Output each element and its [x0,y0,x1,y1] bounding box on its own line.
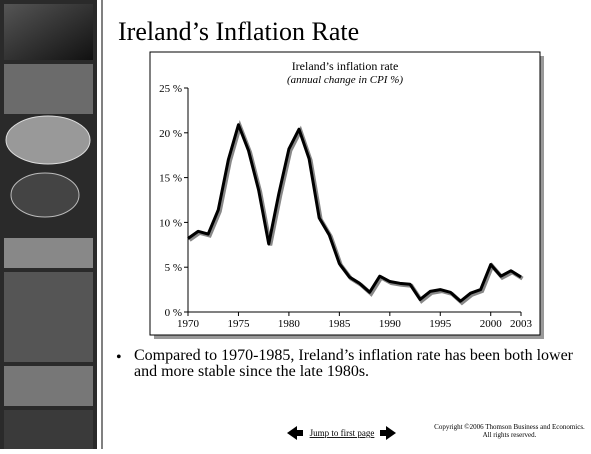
y-tick-label: 10 % [159,217,182,229]
side-image [4,272,93,362]
side-image [4,366,93,406]
x-tick-label: 1990 [379,318,402,330]
next-arrow[interactable] [386,426,396,440]
x-tick-label: 1975 [227,318,250,330]
next-arrow[interactable] [380,430,386,436]
side-image [4,238,93,268]
line [187,123,522,303]
copyright-box: Copyright ©2006 Thomson Business and Eco… [434,423,585,439]
side-image [4,4,93,60]
y-tick-label: 15 % [159,173,182,185]
side-image [5,115,91,165]
copyright: Copyright ©2006 Thomson Business and Eco… [434,423,585,439]
y-tick-label: 5 % [165,262,182,274]
side-image [4,64,93,114]
y-tick-label: 0 % [165,307,182,319]
prev-arrow[interactable] [297,430,303,436]
chart-title: Ireland’s inflation rate [292,59,399,73]
bullet-box: Compared to 1970-1985, Ireland’s inflati… [134,348,573,380]
plot: 0 % 5 % 10 % 15 % 20 % 25 % 1970 1975 1980 1985 19… [159,83,532,330]
prev-arrow[interactable] [287,426,297,440]
y-tick-label: 20 % [159,128,182,140]
side-image [10,172,80,218]
slide-title: Ireland’s Inflation Rate [118,17,359,46]
side-image [4,410,93,449]
chart-frame [149,51,541,336]
x-tick-label: 1985 [328,318,351,330]
bullet-text: Compared to 1970-1985, Ireland’s inflati… [134,348,573,380]
x-tick-label: 1995 [429,318,452,330]
x-tick-label: 1980 [278,318,301,330]
x-tick-label: 2000 [480,318,503,330]
x-tick-label: 1970 [177,318,200,330]
chart-subtitle: (annual change in CPI %) [287,74,403,86]
first-page-link[interactable]: Jump to first page [310,428,375,438]
bullet-mark: • [116,349,122,366]
y-tick-label: 25 % [159,83,182,95]
x-tick-label: 2003 [510,318,533,330]
